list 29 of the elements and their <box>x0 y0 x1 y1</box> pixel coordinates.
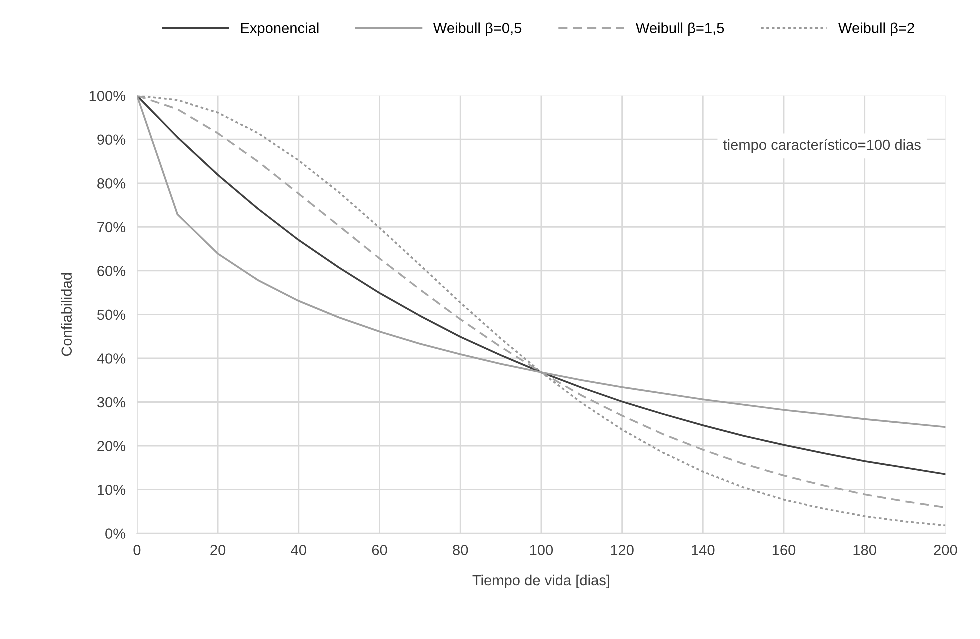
y-tick-label: 10% <box>98 484 126 496</box>
y-tick-label: 90% <box>98 134 126 146</box>
y-tick-label: 40% <box>97 354 126 364</box>
x-tick-label: 160 <box>772 545 796 556</box>
legend-label: Weibull β=1,5 <box>636 22 724 36</box>
x-tick-label: 120 <box>611 545 634 556</box>
annotation: tiempo característico=100 dias <box>723 139 921 154</box>
y-tick-label: 80% <box>98 178 126 189</box>
y-tick-label: 60% <box>98 266 126 276</box>
x-tick-label: 80 <box>453 545 468 556</box>
x-tick-label: 40 <box>291 545 306 556</box>
x-tick-label: 60 <box>372 545 388 556</box>
y-tick-label: 70% <box>98 222 126 233</box>
x-tick-label: 100 <box>530 545 554 556</box>
legend-label: Weibull β=2 <box>838 22 914 36</box>
legend-label: Exponencial <box>241 22 319 36</box>
y-tick-label: 20% <box>98 441 126 452</box>
y-tick-label: 50% <box>97 310 126 320</box>
y-tick-label: 0% <box>106 528 126 539</box>
x-tick-label: 180 <box>854 545 876 556</box>
y-tick-label: 100% <box>90 90 126 102</box>
x-tick-label: 20 <box>210 545 226 556</box>
y-tick-label: 30% <box>97 397 126 408</box>
y-axis-title: Confiabilidad <box>61 273 72 356</box>
legend-label: Weibull β=0,5 <box>433 22 522 36</box>
x-axis-title: Tiempo de vida [dias] <box>472 574 610 589</box>
x-tick-label: 0 <box>134 545 141 556</box>
x-tick-label: 140 <box>692 545 715 556</box>
x-tick-label: 200 <box>934 545 958 556</box>
